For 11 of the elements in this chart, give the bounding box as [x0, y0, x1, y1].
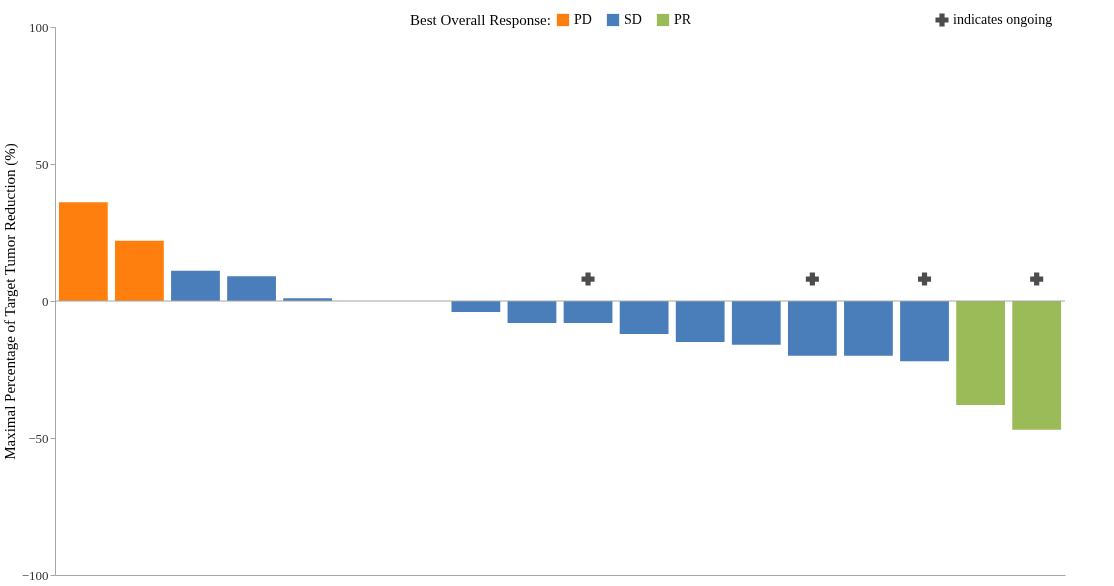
- y-tick-label: 0: [42, 293, 49, 309]
- y-tick-label: 100: [29, 19, 49, 35]
- y-tick-label: −100: [21, 567, 49, 583]
- legend-label: indicates ongoing: [953, 12, 1053, 27]
- y-tick-label: 50: [35, 156, 49, 172]
- legend-label: PD: [574, 12, 592, 27]
- legend-title: Best Overall Response:: [410, 12, 551, 28]
- y-axis-title: Maximal Percentage of Target Tumor Reduction (%): [1, 143, 19, 460]
- y-tick-label: −50: [28, 430, 49, 446]
- legend-label: PR: [674, 12, 692, 27]
- legend-label: SD: [624, 12, 642, 27]
